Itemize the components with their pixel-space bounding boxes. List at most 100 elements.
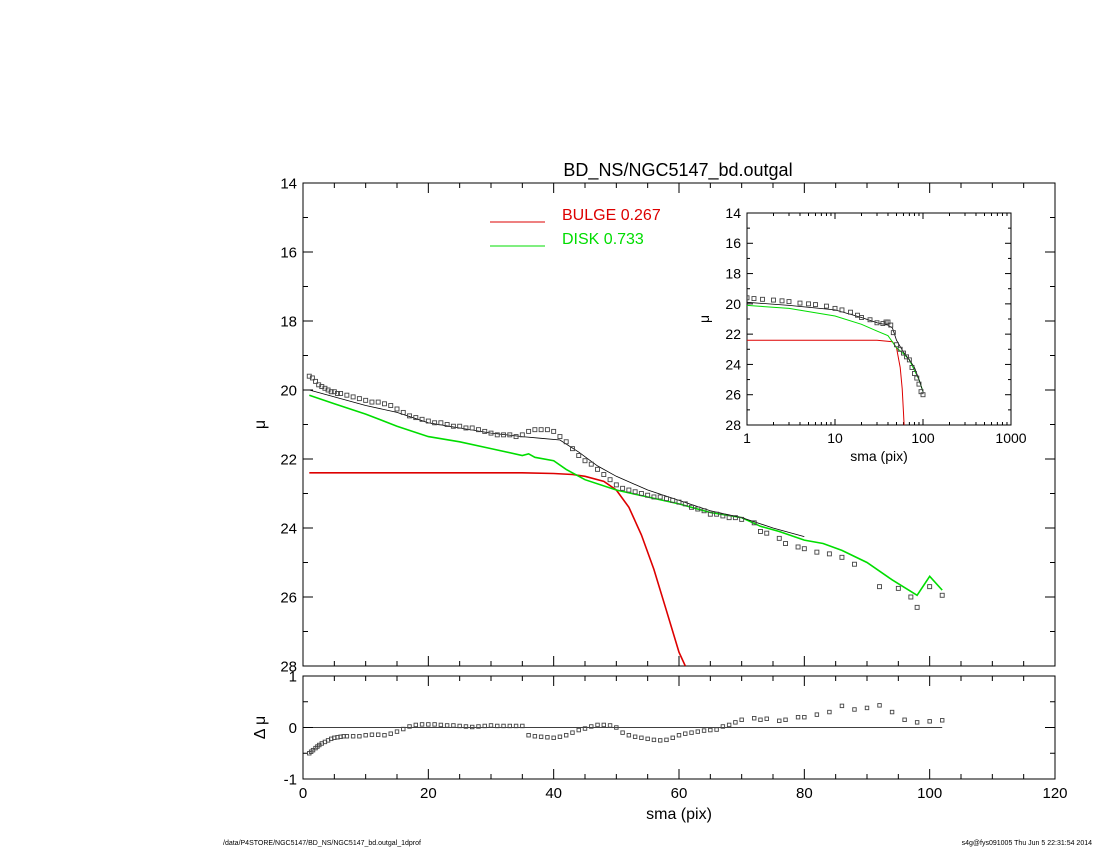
main-point — [388, 403, 394, 408]
residual-xtick-label: 40 — [545, 785, 562, 802]
inset-data-layer — [747, 295, 926, 425]
inset-point — [786, 299, 792, 305]
main-ylabel: μ — [252, 420, 269, 429]
inset-point — [859, 315, 864, 320]
residual-point — [476, 724, 481, 729]
residual-point — [507, 723, 512, 729]
inset-point — [751, 296, 757, 302]
main-point — [852, 561, 857, 567]
main-point — [338, 391, 344, 396]
residual-point — [658, 738, 663, 743]
main-point — [588, 461, 594, 467]
main-point — [582, 458, 588, 464]
residual-point — [444, 723, 450, 728]
footer-timestamp: s4g@fys091005 Thu Jun 5 22:31:54 2014 — [961, 840, 1092, 847]
inset-ytick-label: 18 — [725, 265, 741, 281]
inset-point — [880, 321, 886, 326]
residual-point — [438, 722, 444, 728]
residual-point — [576, 727, 581, 733]
main-point — [714, 511, 720, 517]
main-point — [394, 406, 400, 412]
inset-xtick-label: 100 — [911, 430, 935, 446]
main-point — [419, 416, 425, 422]
main-point — [551, 428, 557, 434]
residual-point — [407, 724, 412, 729]
main-point — [538, 427, 544, 433]
residual-point — [726, 722, 732, 728]
main-point — [570, 446, 575, 452]
main-point — [645, 492, 651, 498]
residual-point — [827, 709, 832, 715]
main-ytick-label: 26 — [280, 589, 297, 606]
main-point — [751, 520, 757, 526]
residual-point — [739, 717, 744, 722]
main-point — [739, 516, 745, 522]
inset-point — [885, 319, 891, 325]
residual-ylabel: Δ μ — [252, 716, 269, 739]
main-point — [695, 506, 701, 512]
main-point — [363, 397, 369, 403]
residual-point — [457, 723, 462, 729]
residual-point — [752, 716, 757, 721]
residual-point — [451, 723, 456, 728]
inset-point — [771, 297, 776, 303]
inset-point — [824, 303, 829, 309]
inset-point — [904, 354, 909, 360]
residual-point — [532, 734, 538, 739]
residual-point — [401, 726, 406, 732]
residual-point — [645, 736, 650, 742]
residual-point — [520, 723, 525, 729]
main-point — [601, 472, 607, 477]
residual-point — [426, 722, 431, 727]
inset-ytick-label: 26 — [725, 387, 741, 403]
main-ytick-label: 16 — [280, 244, 297, 261]
main-point — [513, 434, 519, 440]
residual-point — [620, 730, 625, 735]
residual-point — [557, 734, 563, 739]
main-ytick-label: 22 — [280, 451, 297, 468]
residual-ytick-label: 0 — [289, 720, 297, 737]
residual-point — [632, 734, 638, 739]
residual-point — [664, 737, 669, 743]
residual-xtick-label: 60 — [671, 785, 688, 802]
residual-point — [639, 735, 644, 740]
chart-title: BD_NS/NGC5147_bd.outgal — [563, 160, 792, 181]
main-point — [814, 549, 820, 555]
main-data-layer — [306, 373, 945, 666]
residual-point — [582, 726, 588, 731]
main-point — [651, 494, 657, 500]
main-point — [469, 425, 475, 431]
inset-xtick-label: 1000 — [995, 430, 1026, 446]
inset-point — [832, 305, 838, 311]
main-point — [444, 422, 450, 427]
main-point — [356, 396, 362, 402]
inset-ytick-label: 22 — [725, 326, 741, 342]
inset-point — [867, 317, 873, 323]
residual-point — [388, 731, 393, 736]
residual-point — [708, 727, 713, 733]
inset-point — [797, 300, 803, 306]
inset-frame — [746, 212, 1012, 426]
inset-xtick-label: 1 — [743, 430, 751, 446]
main-point — [783, 541, 788, 546]
main-point — [413, 415, 419, 421]
residual-point — [470, 724, 475, 730]
footer-file-path: /data/P4STORE/NGC5147/BD_NS/NGC5147_bd.o… — [223, 840, 421, 847]
main-point — [425, 418, 431, 424]
main-point — [839, 554, 845, 560]
main-point — [450, 423, 456, 429]
inset-series-model — [747, 301, 924, 392]
residual-point — [382, 733, 387, 738]
main-point — [670, 497, 676, 503]
residual-point — [651, 737, 657, 743]
main-point — [726, 515, 732, 521]
residual-point — [758, 717, 763, 722]
inset-point — [914, 375, 920, 381]
main-point — [914, 604, 920, 610]
inset-point — [906, 357, 912, 363]
legend-label-bulge: BULGE 0.267 — [562, 207, 661, 224]
inset-ytick-label: 20 — [725, 296, 741, 312]
main-point — [507, 432, 513, 438]
residual-ytick-label: 1 — [289, 668, 297, 685]
